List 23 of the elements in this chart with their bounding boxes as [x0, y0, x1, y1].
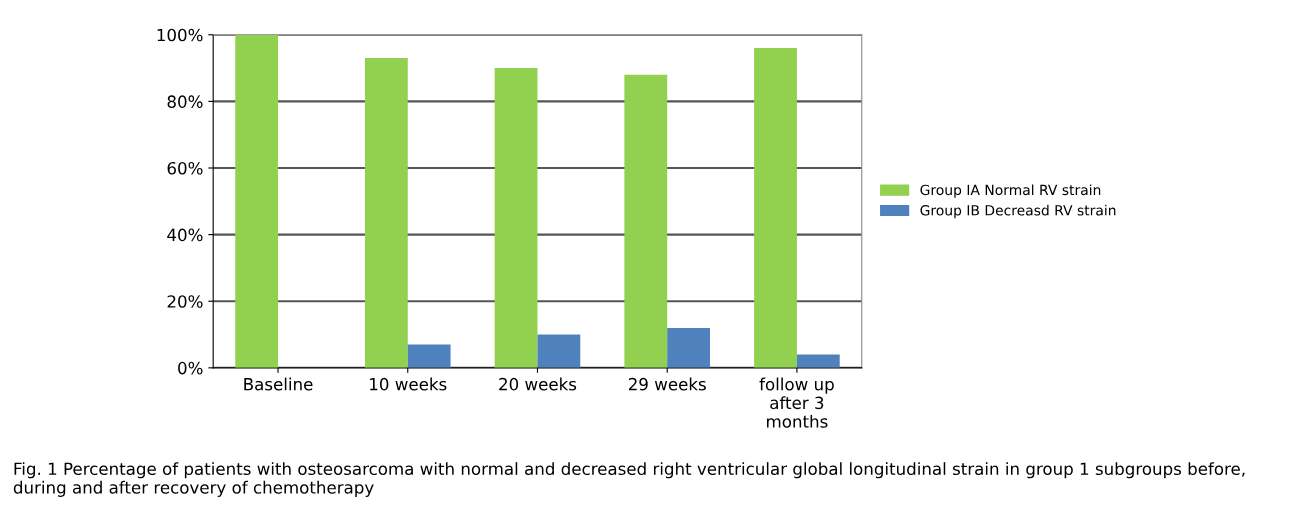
y-tick-label: 80%	[167, 95, 203, 108]
caption: Fig. 1 Percentage of patients with osteosarcoma with normal and decreased right ventricular global longitudinal strain in group 1 subgroups before, during and after recovery of chemotherapy	[13, 462, 1245, 497]
bar	[537, 334, 581, 368]
y-tick-label: 40%	[167, 228, 203, 242]
y-tick-label: 100%	[157, 28, 203, 42]
y-tick-label: 60%	[167, 161, 203, 175]
y-tick-label: 0%	[178, 361, 203, 375]
legend-label: Group IA Normal RV strain	[920, 184, 1101, 198]
bar	[235, 34, 279, 368]
x-tick-label: follow up after 3 months	[759, 377, 834, 428]
bar	[407, 344, 451, 368]
bar	[796, 354, 840, 368]
bar	[754, 48, 797, 368]
bar	[364, 58, 408, 368]
bar	[624, 74, 668, 368]
x-tick-label: 10 weeks	[370, 377, 447, 391]
x-tick-label: 20 weeks	[499, 377, 577, 391]
x-tick-label: Baseline	[244, 377, 313, 391]
x-tick-label: 29 weeks	[628, 377, 706, 391]
y-tick-label: 20%	[167, 295, 203, 308]
bar	[494, 68, 538, 368]
bar	[667, 327, 710, 368]
legend-label: Group IB Decreasd RV strain	[920, 204, 1116, 219]
